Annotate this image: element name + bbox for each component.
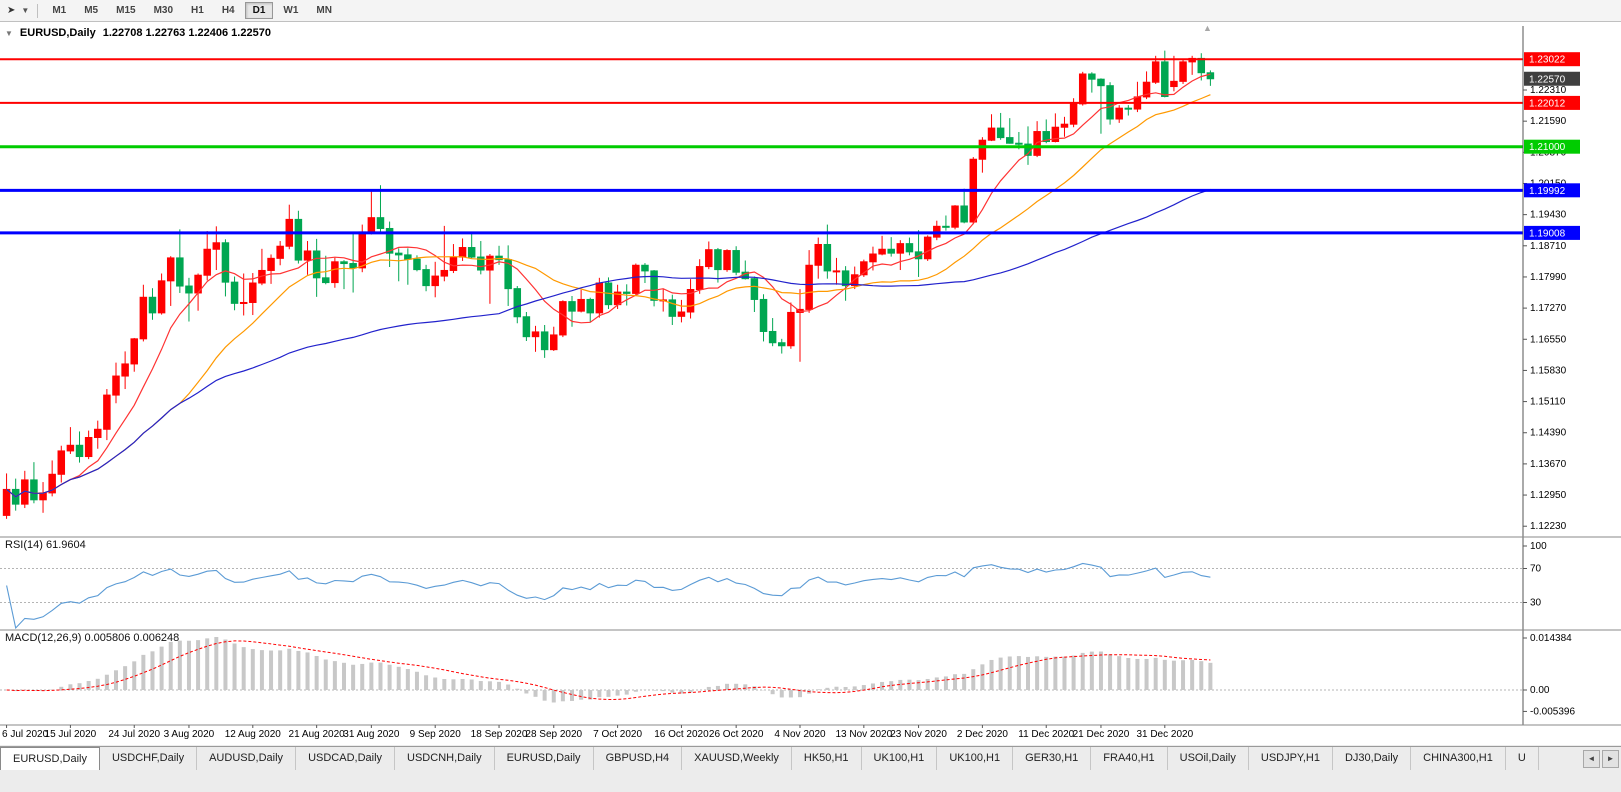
- timeframe-h4-button[interactable]: H4: [214, 2, 243, 19]
- chart-shift-marker[interactable]: ▲: [1203, 23, 1212, 33]
- svg-text:0.014384: 0.014384: [1530, 633, 1572, 644]
- svg-text:1.15110: 1.15110: [1530, 397, 1566, 408]
- svg-text:-0.005396: -0.005396: [1530, 706, 1575, 717]
- svg-text:16 Oct 2020: 16 Oct 2020: [654, 729, 709, 740]
- svg-text:1.12230: 1.12230: [1530, 521, 1567, 532]
- macd-label: MACD(12,26,9) 0.005806 0.006248: [5, 632, 180, 644]
- timeframe-w1-button[interactable]: W1: [275, 2, 306, 19]
- svg-text:2 Dec 2020: 2 Dec 2020: [957, 729, 1009, 740]
- svg-text:1.17990: 1.17990: [1530, 272, 1567, 283]
- chart-tab-12-fra40-h1[interactable]: FRA40,H1: [1091, 747, 1168, 770]
- tab-nav: ◄ ►: [1581, 747, 1621, 770]
- svg-text:70: 70: [1530, 564, 1542, 575]
- svg-text:1.19992: 1.19992: [1529, 186, 1566, 197]
- tabs-scroll-right-button[interactable]: ►: [1602, 749, 1619, 768]
- ohlc-values: 1.22708 1.22763 1.22406 1.22570: [102, 27, 271, 39]
- svg-text:21 Dec 2020: 21 Dec 2020: [1073, 729, 1130, 740]
- svg-text:30: 30: [1530, 598, 1542, 609]
- rsi-label: RSI(14) 61.9604: [5, 539, 86, 551]
- svg-text:1.22012: 1.22012: [1529, 98, 1566, 109]
- timeframe-buttons: M1 M5 M15 M30 H1 H4 D1 W1 MN: [43, 2, 341, 19]
- svg-text:1.22310: 1.22310: [1530, 85, 1567, 96]
- timeframe-mn-button[interactable]: MN: [308, 2, 340, 19]
- svg-text:1.22570: 1.22570: [1529, 74, 1566, 85]
- timeframe-h1-button[interactable]: H1: [183, 2, 212, 19]
- svg-text:15 Jul 2020: 15 Jul 2020: [45, 729, 97, 740]
- svg-text:100: 100: [1530, 541, 1547, 552]
- svg-text:11 Dec 2020: 11 Dec 2020: [1018, 729, 1074, 740]
- timeframe-m5-button[interactable]: M5: [76, 2, 106, 19]
- cursor-arrow-icon[interactable]: ➤: [7, 4, 16, 16]
- chart-tab-4-usdcnh-daily[interactable]: USDCNH,Daily: [395, 747, 495, 770]
- svg-text:1.21000: 1.21000: [1529, 142, 1566, 153]
- svg-text:1.18710: 1.18710: [1530, 241, 1567, 252]
- chart-tabs: EURUSD,Daily USDCHF,Daily AUDUSD,Daily USDC…: [0, 747, 1581, 770]
- svg-text:1.14390: 1.14390: [1530, 428, 1567, 439]
- svg-text:1.19008: 1.19008: [1529, 228, 1566, 239]
- chart-tab-17-u[interactable]: U: [1505, 747, 1539, 770]
- svg-text:1.21590: 1.21590: [1530, 116, 1567, 127]
- svg-text:18 Sep 2020: 18 Sep 2020: [471, 729, 528, 740]
- chart-tab-8-hk50-h1[interactable]: HK50,H1: [791, 747, 862, 770]
- svg-text:26 Oct 2020: 26 Oct 2020: [709, 729, 764, 740]
- chart-tab-14-usdjpy-h1[interactable]: USDJPY,H1: [1248, 747, 1333, 770]
- timeframe-m1-button[interactable]: M1: [44, 2, 74, 19]
- svg-text:1.23022: 1.23022: [1529, 55, 1566, 66]
- chart-tab-1-usdchf-daily[interactable]: USDCHF,Daily: [99, 747, 198, 770]
- svg-text:1.15830: 1.15830: [1530, 365, 1567, 376]
- chart-tab-11-ger30-h1[interactable]: GER30,H1: [1013, 747, 1092, 770]
- svg-text:1.17270: 1.17270: [1530, 303, 1567, 314]
- chart-tab-10-uk100-h1[interactable]: UK100,H1: [937, 747, 1014, 770]
- chart-tab-0-eurusd-daily[interactable]: EURUSD,Daily: [0, 747, 100, 770]
- svg-text:6 Jul 2020: 6 Jul 2020: [2, 729, 49, 740]
- toolbar-separator: [37, 3, 39, 18]
- chart-collapse-icon[interactable]: ▼: [5, 28, 13, 38]
- timeframe-m15-button[interactable]: M15: [108, 2, 143, 19]
- svg-text:23 Nov 2020: 23 Nov 2020: [890, 729, 947, 740]
- svg-text:4 Nov 2020: 4 Nov 2020: [774, 729, 826, 740]
- chart-tab-16-china300-h1[interactable]: CHINA300,H1: [1411, 747, 1506, 770]
- symbol-label: EURUSD,Daily: [19, 27, 96, 39]
- svg-text:21 Aug 2020: 21 Aug 2020: [289, 729, 346, 740]
- svg-text:31 Dec 2020: 31 Dec 2020: [1136, 729, 1193, 740]
- svg-text:3 Aug 2020: 3 Aug 2020: [164, 729, 215, 740]
- chart-tab-7-xauusd-weekly[interactable]: XAUUSD,Weekly: [682, 747, 792, 770]
- chart-tab-15-dj30-daily[interactable]: DJ30,Daily: [1332, 747, 1412, 770]
- svg-text:24 Jul 2020: 24 Jul 2020: [108, 729, 160, 740]
- svg-text:1.12950: 1.12950: [1530, 490, 1567, 501]
- chart-tab-13-usoil-daily[interactable]: USOil,Daily: [1167, 747, 1249, 770]
- symbol-info: ▼ EURUSD,Daily 1.22708 1.22763 1.22406 1…: [5, 27, 271, 39]
- chart-tab-3-usdcad-daily[interactable]: USDCAD,Daily: [296, 747, 396, 770]
- svg-text:1.19430: 1.19430: [1530, 210, 1567, 221]
- timeframe-m30-button[interactable]: M30: [146, 2, 181, 19]
- toolbar-dropdown-icon[interactable]: ▼: [21, 5, 30, 15]
- svg-text:7 Oct 2020: 7 Oct 2020: [593, 729, 642, 740]
- svg-text:31 Aug 2020: 31 Aug 2020: [343, 729, 400, 740]
- svg-text:0.00: 0.00: [1530, 685, 1550, 696]
- timeframe-d1-button[interactable]: D1: [244, 2, 274, 19]
- chart-tab-6-gbpusd-h4[interactable]: GBPUSD,H4: [593, 747, 683, 770]
- chart-tab-5-eurusd-daily[interactable]: EURUSD,Daily: [494, 747, 594, 770]
- svg-text:12 Aug 2020: 12 Aug 2020: [225, 729, 282, 740]
- timeframe-toolbar: ➤ ▼ M1 M5 M15 M30 H1 H4 D1 W1 MN: [0, 0, 1621, 22]
- chart-tab-2-audusd-daily[interactable]: AUDUSD,Daily: [197, 747, 297, 770]
- svg-text:1.13670: 1.13670: [1530, 459, 1567, 470]
- svg-text:1.16550: 1.16550: [1530, 334, 1567, 345]
- tabs-scroll-left-button[interactable]: ◄: [1583, 749, 1600, 768]
- svg-text:13 Nov 2020: 13 Nov 2020: [835, 729, 892, 740]
- chart-tab-bar: EURUSD,Daily USDCHF,Daily AUDUSD,Daily USDC…: [0, 746, 1621, 770]
- chart-tab-9-uk100-h1[interactable]: UK100,H1: [861, 747, 938, 770]
- svg-text:9 Sep 2020: 9 Sep 2020: [410, 729, 462, 740]
- svg-text:28 Sep 2020: 28 Sep 2020: [525, 729, 582, 740]
